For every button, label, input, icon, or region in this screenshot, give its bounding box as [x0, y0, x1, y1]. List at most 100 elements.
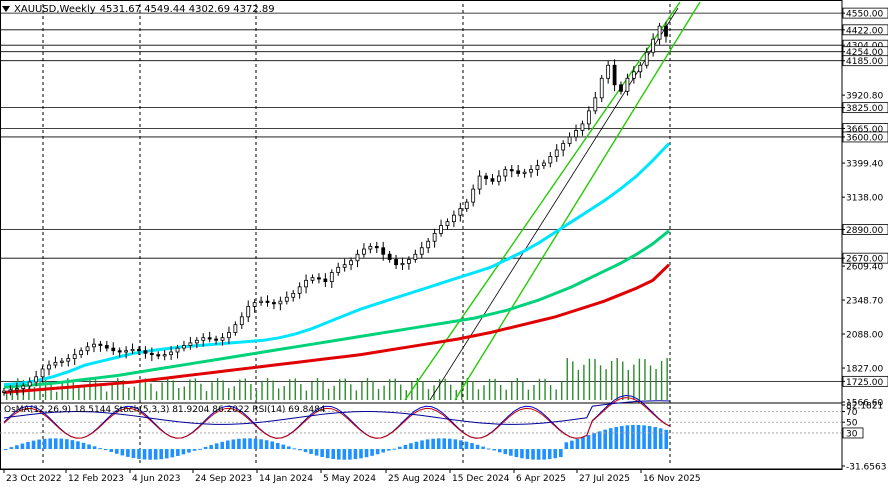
candle-body	[284, 296, 289, 302]
volume-bar	[277, 388, 280, 400]
osma-bar	[209, 445, 213, 450]
osma-bar	[608, 428, 613, 450]
osma-bar	[31, 440, 36, 450]
symbol-timeframe-label: XAUUSD,Weekly	[14, 3, 96, 15]
osma-bar	[658, 428, 663, 450]
volume-bar	[599, 365, 602, 400]
volume-bar	[128, 387, 130, 400]
candle-body	[149, 352, 154, 356]
candle-body	[413, 253, 418, 260]
osma-bar	[442, 438, 447, 450]
osma-bar	[359, 449, 363, 459]
osma-bar	[181, 449, 186, 455]
osma-bar	[553, 449, 558, 459]
osma-bar	[309, 449, 313, 454]
candle-body	[664, 25, 668, 37]
volume-bar	[666, 358, 668, 400]
candle-body	[53, 362, 58, 366]
osma-bar	[26, 441, 30, 450]
volume-bar	[205, 391, 208, 400]
osma-bar	[392, 448, 397, 450]
volume-bar	[305, 390, 308, 400]
osma-bar	[48, 438, 52, 450]
volume-bar	[610, 361, 613, 400]
candle-body	[484, 175, 488, 180]
osma-bar	[15, 445, 19, 450]
candle-body	[323, 278, 328, 283]
osma-bar	[481, 446, 485, 450]
osma-bar	[348, 449, 352, 460]
time-tick-label: 12 Feb 2023	[68, 474, 124, 484]
osma-bar	[448, 438, 452, 450]
candle-body	[464, 201, 469, 210]
volume-bar	[433, 385, 435, 400]
candle-body	[580, 123, 585, 131]
volume-bar	[244, 378, 247, 400]
candle-body	[34, 376, 39, 383]
candle-body	[297, 286, 302, 294]
candle-body	[66, 358, 71, 362]
candle-body	[407, 259, 411, 264]
osma-bar	[87, 444, 91, 450]
volume-bar	[350, 384, 352, 400]
volume-bar	[477, 389, 480, 400]
osma-bar	[459, 440, 463, 450]
volume-bar	[527, 389, 530, 400]
ma-slow-line	[3, 263, 671, 394]
osma-bar	[281, 444, 286, 450]
osma-bar	[70, 440, 75, 450]
volume-bar	[83, 386, 86, 400]
volume-bar	[344, 378, 346, 400]
time-tick-label: 14 Jan 2024	[259, 474, 313, 484]
candle-body	[59, 360, 64, 363]
volume-bar	[438, 378, 441, 400]
volume-bar	[261, 382, 263, 400]
candle-body	[137, 349, 141, 352]
osma-bar	[264, 440, 269, 450]
volume-bar	[566, 358, 568, 400]
candle-body	[362, 248, 366, 255]
osma-bar	[126, 449, 130, 457]
volume-bar	[122, 380, 124, 400]
osma-bar	[520, 449, 524, 459]
volume-bar	[555, 389, 557, 400]
dropdown-triangle-icon[interactable]	[2, 6, 10, 12]
channel-lower-line[interactable]	[454, 1, 701, 401]
osma-bar	[237, 438, 241, 450]
osma-bar	[287, 446, 291, 450]
volume-bar	[327, 388, 330, 400]
candle-body	[355, 253, 360, 262]
osma-bar	[581, 437, 585, 450]
candle-body	[220, 337, 225, 341]
osma-bar	[531, 449, 535, 460]
volume-bar	[133, 386, 136, 400]
channel-mid-line[interactable]	[429, 7, 679, 401]
candle-body	[291, 292, 296, 298]
osma-bar	[542, 449, 546, 460]
osma-bar	[131, 449, 136, 459]
osma-bar	[370, 449, 374, 456]
osma-bar	[298, 449, 302, 451]
ohlc-values: 4531.67 4549.44 4302.69 4372.89	[99, 3, 275, 15]
candle-body	[175, 347, 180, 353]
volume-bar	[161, 382, 163, 400]
stoch-main-line	[3, 394, 671, 439]
osma-bar	[103, 449, 108, 451]
volume-bar	[450, 384, 452, 400]
time-tick-label: 6 Apr 2025	[516, 474, 566, 484]
price-tick-label: 2348.70	[846, 297, 883, 307]
candle-body	[606, 64, 611, 79]
candle-body	[304, 279, 308, 288]
volume-bar	[638, 358, 641, 400]
candle-body	[631, 71, 636, 79]
osma-bar	[242, 438, 247, 450]
candle-body	[265, 300, 270, 303]
volume-bar	[366, 378, 369, 400]
osma-bar	[9, 447, 14, 450]
volume-bar	[283, 386, 285, 400]
osma-bar	[115, 449, 119, 454]
osma-bar	[470, 443, 474, 450]
candle-body	[188, 342, 193, 346]
